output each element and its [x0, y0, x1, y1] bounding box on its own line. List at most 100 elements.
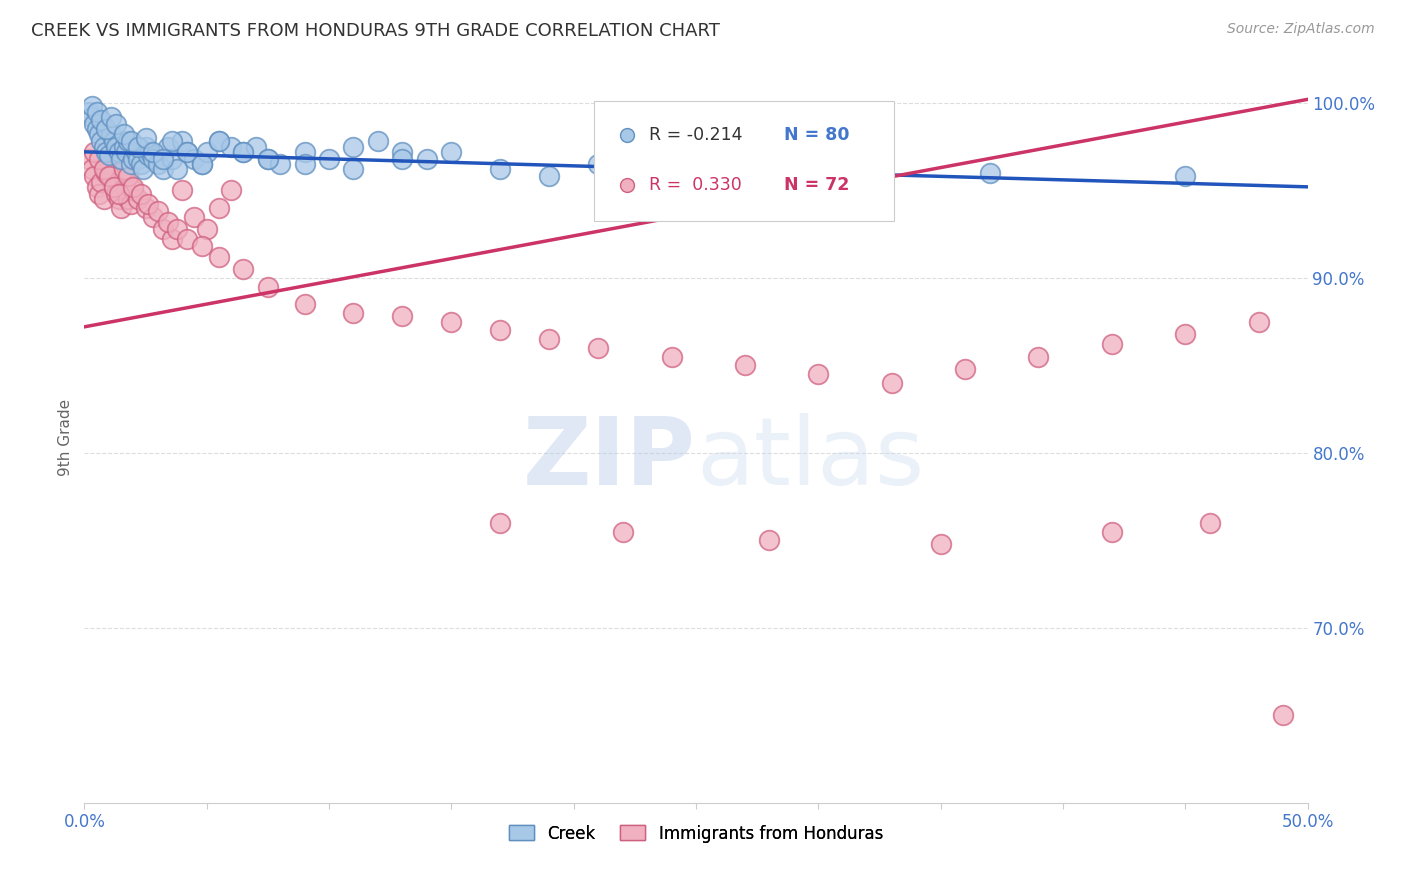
Point — [152, 162, 174, 177]
Point — [83, 145, 105, 159]
Point — [135, 139, 157, 153]
Point — [1247, 315, 1270, 329]
Point — [342, 162, 364, 177]
Point — [176, 145, 198, 159]
Point — [110, 152, 132, 166]
Point — [146, 204, 169, 219]
Point — [135, 201, 157, 215]
Text: Source: ZipAtlas.com: Source: ZipAtlas.com — [1227, 22, 1375, 37]
Point — [103, 179, 125, 194]
Point — [219, 139, 242, 153]
Point — [191, 239, 214, 253]
Text: R =  0.330: R = 0.330 — [650, 176, 742, 194]
Point — [80, 110, 103, 124]
Point — [122, 152, 145, 166]
Point — [294, 297, 316, 311]
Point — [162, 134, 184, 148]
Point — [87, 186, 110, 201]
Text: CREEK VS IMMIGRANTS FROM HONDURAS 9TH GRADE CORRELATION CHART: CREEK VS IMMIGRANTS FROM HONDURAS 9TH GR… — [31, 22, 720, 40]
Point — [257, 152, 280, 166]
Point — [105, 117, 128, 131]
Point — [195, 222, 218, 236]
Point — [86, 104, 108, 119]
Point — [1160, 367, 1182, 381]
Point — [979, 166, 1001, 180]
Point — [176, 232, 198, 246]
Point — [100, 110, 122, 124]
Point — [166, 222, 188, 236]
Point — [929, 537, 952, 551]
Point — [117, 169, 139, 184]
Point — [489, 323, 512, 337]
Point — [1160, 248, 1182, 262]
Point — [586, 157, 609, 171]
Point — [162, 152, 184, 166]
Point — [758, 533, 780, 548]
Point — [93, 139, 115, 153]
Point — [152, 222, 174, 236]
Point — [107, 186, 129, 201]
Point — [127, 152, 149, 166]
Point — [90, 134, 112, 148]
Point — [136, 197, 159, 211]
Point — [538, 169, 561, 184]
Point — [122, 179, 145, 194]
Text: N = 72: N = 72 — [785, 176, 849, 194]
Point — [232, 145, 254, 159]
Point — [97, 157, 120, 171]
Point — [318, 152, 340, 166]
Point — [120, 157, 142, 171]
Point — [183, 210, 205, 224]
Point — [880, 376, 903, 390]
Point — [208, 134, 231, 148]
Point — [416, 152, 439, 166]
Point — [294, 157, 316, 171]
Point — [953, 361, 976, 376]
Point — [831, 169, 853, 184]
Point — [176, 145, 198, 159]
Point — [146, 157, 169, 171]
Point — [139, 145, 162, 159]
Point — [807, 367, 830, 381]
Point — [83, 169, 105, 184]
FancyBboxPatch shape — [595, 101, 894, 221]
Point — [112, 169, 135, 184]
Point — [135, 131, 157, 145]
Point — [93, 162, 115, 177]
Point — [1101, 337, 1123, 351]
Point — [172, 183, 194, 197]
Point — [120, 134, 142, 148]
Point — [257, 152, 280, 166]
Point — [232, 262, 254, 277]
Point — [103, 179, 125, 194]
Point — [195, 145, 218, 159]
Point — [107, 192, 129, 206]
Point — [342, 139, 364, 153]
Point — [367, 134, 389, 148]
Point — [142, 152, 165, 166]
Point — [77, 104, 100, 119]
Point — [489, 516, 512, 530]
Point — [172, 134, 194, 148]
Point — [156, 215, 179, 229]
Point — [110, 201, 132, 215]
Point — [162, 232, 184, 246]
Point — [152, 152, 174, 166]
Point — [112, 162, 135, 177]
Point — [636, 166, 658, 180]
Point — [86, 179, 108, 194]
Point — [257, 279, 280, 293]
Point — [115, 183, 138, 197]
Point — [612, 524, 634, 539]
Point — [661, 350, 683, 364]
Point — [93, 192, 115, 206]
Point — [191, 157, 214, 171]
Point — [269, 157, 291, 171]
Point — [391, 152, 413, 166]
Point — [132, 162, 155, 177]
Point — [90, 113, 112, 128]
Point — [90, 175, 112, 189]
Point — [117, 192, 139, 206]
Point — [1101, 524, 1123, 539]
Text: atlas: atlas — [696, 413, 924, 505]
